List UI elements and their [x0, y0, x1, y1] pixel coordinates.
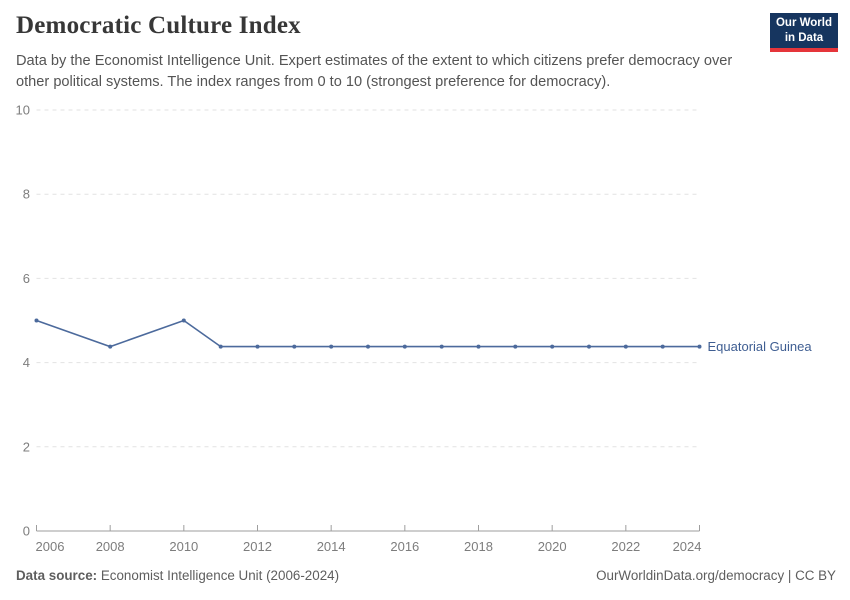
y-axis-tick-label: 4 [23, 355, 30, 370]
data-point[interactable] [660, 344, 665, 349]
x-axis-tick-label: 2010 [169, 539, 198, 554]
data-source: Data source: Economist Intelligence Unit… [16, 568, 339, 583]
chart-subtitle: Data by the Economist Intelligence Unit.… [16, 53, 733, 91]
data-point[interactable] [255, 344, 260, 349]
series-label: Equatorial Guinea [708, 339, 813, 354]
data-point[interactable] [108, 344, 113, 349]
x-axis-tick-label: 2014 [317, 539, 346, 554]
logo-line-1: Our World [775, 17, 832, 30]
data-point[interactable] [550, 344, 555, 349]
y-axis-tick-label: 0 [23, 524, 30, 539]
x-axis-tick-label: 2022 [611, 539, 640, 554]
data-point[interactable] [439, 344, 444, 349]
data-source-label: Data source: [16, 568, 98, 583]
data-point[interactable] [587, 344, 591, 349]
y-axis-tick-label: 8 [23, 187, 30, 202]
data-point[interactable] [513, 344, 518, 349]
x-axis-tick-label: 2024 [673, 539, 702, 554]
data-point[interactable] [366, 344, 370, 349]
data-point[interactable] [292, 344, 297, 349]
x-axis-tick-label: 2008 [96, 539, 125, 554]
data-point[interactable] [181, 318, 186, 323]
logo-line-2: in Data [784, 31, 824, 44]
y-axis-tick-label: 10 [16, 103, 30, 118]
data-point[interactable] [34, 318, 39, 323]
data-point[interactable] [218, 344, 223, 349]
x-axis-tick-label: 2018 [464, 539, 493, 554]
data-source-value: Economist Intelligence Unit (2006-2024) [100, 568, 340, 583]
data-point[interactable] [476, 344, 481, 349]
data-point[interactable] [697, 344, 702, 349]
y-axis-tick-label: 6 [23, 271, 30, 286]
owid-logo[interactable]: Our World in Data [770, 13, 838, 52]
x-axis-tick-label: 2006 [36, 539, 65, 554]
attribution-link[interactable]: OurWorldinData.org/democracy | CC BY [596, 568, 836, 583]
x-axis-tick-label: 2016 [390, 539, 419, 554]
chart-footer: Data source: Economist Intelligence Unit… [16, 568, 836, 583]
data-point[interactable] [329, 344, 334, 349]
x-axis-tick-label: 2012 [243, 539, 272, 554]
data-point[interactable] [402, 344, 407, 349]
y-axis-tick-label: 2 [23, 439, 30, 454]
data-point[interactable] [623, 344, 628, 349]
x-axis-tick-label: 2020 [538, 539, 567, 554]
page-title: Democratic Culture Index [16, 12, 301, 39]
data-line [36, 319, 700, 348]
